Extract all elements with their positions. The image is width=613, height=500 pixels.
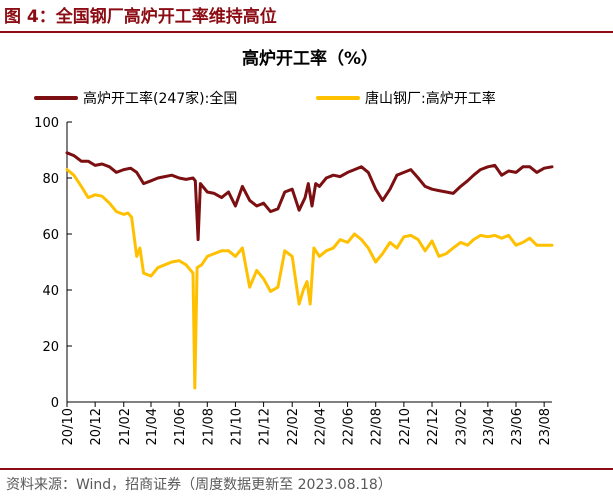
axes: 0 20 40 60 80 100 20/10 20/12 21/02 21/04 21/06 21/… — [34, 116, 553, 445]
y-tick-label: 40 — [42, 284, 59, 299]
y-tick-label: 20 — [42, 340, 59, 355]
x-tick-label: 22/12 — [426, 408, 441, 445]
series-layer — [65, 151, 554, 390]
tangshan-series-line — [65, 168, 554, 390]
y-tick-label: 100 — [34, 116, 59, 131]
x-tick-label: 22/02 — [286, 408, 301, 445]
x-tick-label: 23/02 — [455, 408, 470, 445]
x-tick-label: 22/08 — [370, 408, 385, 445]
title-divider — [0, 31, 613, 33]
x-tick-label: 21/12 — [258, 408, 273, 445]
national-series-line — [65, 151, 554, 242]
x-tick-label: 23/06 — [510, 408, 525, 445]
legend-label: 唐山钢厂:高炉开工率 — [365, 90, 496, 107]
x-tick-label: 20/10 — [61, 408, 76, 445]
x-tick-label: 23/04 — [482, 408, 497, 445]
legend-label: 高炉开工率(247家):全国 — [83, 90, 237, 107]
x-tick-label: 21/04 — [145, 408, 160, 445]
chart-title: 高炉开工率（%） — [242, 48, 378, 69]
y-tick-label: 60 — [42, 228, 59, 243]
x-tick-label: 21/06 — [173, 408, 188, 445]
x-tick-label: 20/12 — [89, 408, 104, 445]
x-tick-label: 22/10 — [398, 408, 413, 445]
y-tick-label: 80 — [42, 172, 59, 187]
blast-furnace-chart: 高炉开工率（%） 高炉开工率(247家):全国 唐山钢厂:高炉开工率 0 20 40 6… — [34, 48, 554, 445]
x-tick-label: 21/02 — [118, 408, 133, 445]
y-tick-label: 0 — [51, 396, 59, 411]
x-tick-label: 21/08 — [201, 408, 216, 445]
x-tick-label: 22/04 — [313, 408, 328, 445]
source-divider — [0, 468, 613, 470]
x-tick-label: 23/08 — [538, 408, 553, 445]
source-note: 资料来源：Wind，招商证券（周度数据更新至 2023.08.18） — [6, 477, 392, 493]
x-tick-label: 21/10 — [229, 408, 244, 445]
legend: 高炉开工率(247家):全国 唐山钢厂:高炉开工率 — [34, 90, 496, 107]
figure-title: 图 4：全国钢厂高炉开工率维持高位 — [4, 7, 277, 27]
x-tick-label: 22/06 — [342, 408, 357, 445]
